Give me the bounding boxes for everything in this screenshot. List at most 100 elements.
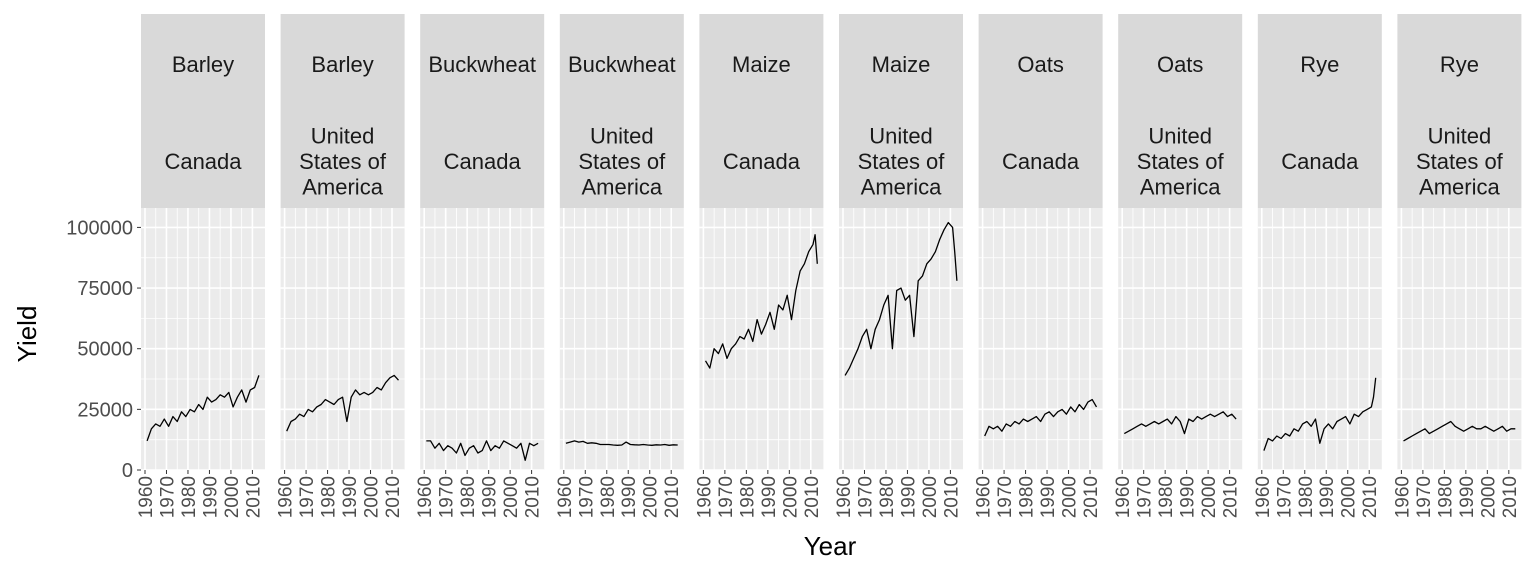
strip-country-label: America [861, 175, 942, 200]
series-line [1403, 420, 1516, 442]
strip-country-label: Canada [164, 149, 242, 174]
panel-background [420, 208, 545, 470]
facet-strip [699, 14, 824, 208]
x-tick-label: 1980 [737, 476, 758, 518]
series-line [844, 221, 958, 376]
y-axis: 0 25000 50000 75000 100000 [66, 217, 141, 482]
strip-crop-label: Barley [311, 52, 373, 77]
y-axis-title: Yield [12, 306, 42, 363]
strip-country-label: Canada [1002, 149, 1080, 174]
x-tick-label: 2010 [383, 476, 404, 518]
x-tick-label: 1990 [340, 476, 361, 518]
strip-country-label: United [1148, 124, 1212, 149]
panel-background [1118, 208, 1243, 470]
x-tick-label: 2000 [780, 476, 801, 518]
x-tick-label: 1970 [297, 476, 318, 518]
x-tick-label: 2000 [1060, 476, 1081, 518]
strip-country-label: America [302, 175, 383, 200]
facet-strip [420, 14, 545, 208]
x-tick-label: 1960 [1113, 476, 1134, 518]
x-tick-label: 2010 [1221, 476, 1242, 518]
facet-strip [141, 14, 265, 208]
x-tick-label: 2010 [802, 476, 823, 518]
x-tick-label: 2010 [662, 476, 683, 518]
x-tick-label: 1970 [995, 476, 1016, 518]
x-tick-label: 2010 [941, 476, 962, 518]
facet-panel: Barley Canada 1960 1970 1980 1990 2000 2010 [136, 14, 265, 518]
facet-panel: Maize Canada 1960 1970 1980 1990 2000 2010 [694, 14, 824, 518]
x-tick-label: 2000 [1339, 476, 1360, 518]
x-tick-label: 2010 [1081, 476, 1102, 518]
x-tick-label: 1990 [1178, 476, 1199, 518]
strip-crop-label: Rye [1440, 52, 1479, 77]
strip-country-label: States of [858, 149, 946, 174]
strip-country-label: America [1419, 175, 1500, 200]
strip-crop-label: Oats [1017, 52, 1063, 77]
panel-background [559, 208, 684, 470]
panel-background [280, 208, 405, 470]
strip-country-label: States of [299, 149, 387, 174]
x-tick-label: 1970 [1135, 476, 1156, 518]
facet-strip [1118, 14, 1243, 208]
x-tick-label: 1980 [1296, 476, 1317, 518]
x-tick-label: 1960 [1253, 476, 1274, 518]
x-tick-label: 2010 [1500, 476, 1521, 518]
x-tick-label: 1970 [1274, 476, 1295, 518]
facet-panel: Buckwheat Canada 1960 1970 1980 1990 2000 2010 [415, 14, 545, 518]
x-tick-label: 1960 [555, 476, 576, 518]
series-line [565, 440, 678, 446]
y-tick-label: 100000 [66, 217, 133, 239]
strip-country-label: Canada [723, 149, 801, 174]
strip-country-label: States of [1137, 149, 1225, 174]
y-tick-label: 50000 [77, 339, 133, 361]
series-line [1123, 411, 1237, 435]
x-tick-label: 1960 [834, 476, 855, 518]
x-tick-label: 1970 [576, 476, 597, 518]
facet-panel: Oats Canada 1960 1970 1980 1990 2000 2010 [974, 14, 1103, 518]
strip-country-label: America [581, 175, 662, 200]
panel-background [1257, 208, 1382, 470]
x-tick-label: 1970 [855, 476, 876, 518]
strip-country-label: United [869, 124, 933, 149]
x-tick-label: 2000 [1199, 476, 1220, 518]
strip-country-label: United [311, 124, 375, 149]
x-tick-label: 1990 [898, 476, 919, 518]
x-tick-label: 2000 [1478, 476, 1499, 518]
series-line [1263, 377, 1377, 451]
x-tick-label: 1960 [974, 476, 995, 518]
x-tick-label: 1990 [619, 476, 640, 518]
strip-crop-label: Rye [1300, 52, 1339, 77]
x-tick-label: 2010 [1360, 476, 1381, 518]
facet-strip [1397, 14, 1522, 208]
x-tick-label: 2010 [523, 476, 544, 518]
x-tick-label: 1990 [480, 476, 501, 518]
x-tick-label: 2000 [222, 476, 243, 518]
x-tick-label: 1990 [1317, 476, 1338, 518]
facet-strip [1257, 14, 1382, 208]
strip-country-label: States of [578, 149, 666, 174]
x-tick-label: 2000 [501, 476, 522, 518]
x-tick-label: 1960 [415, 476, 436, 518]
x-tick-label: 1980 [458, 476, 479, 518]
x-tick-label: 1960 [276, 476, 297, 518]
x-tick-label: 1980 [598, 476, 619, 518]
series-line [984, 398, 1098, 437]
x-tick-label: 2000 [920, 476, 941, 518]
x-tick-label: 1960 [1392, 476, 1413, 518]
y-tick-label: 75000 [77, 278, 133, 300]
facet-strip [978, 14, 1103, 208]
panel-background [699, 208, 824, 470]
series-line [286, 374, 399, 432]
x-tick-label: 2000 [641, 476, 662, 518]
x-tick-label: 1960 [694, 476, 715, 518]
strip-crop-label: Buckwheat [568, 52, 676, 77]
series-line [704, 234, 818, 369]
strip-country-label: Canada [1281, 149, 1359, 174]
x-tick-label: 2010 [243, 476, 264, 518]
facet-panel: Rye Canada 1960 1970 1980 1990 2000 2010 [1253, 14, 1382, 518]
strip-country-label: United [1428, 124, 1492, 149]
